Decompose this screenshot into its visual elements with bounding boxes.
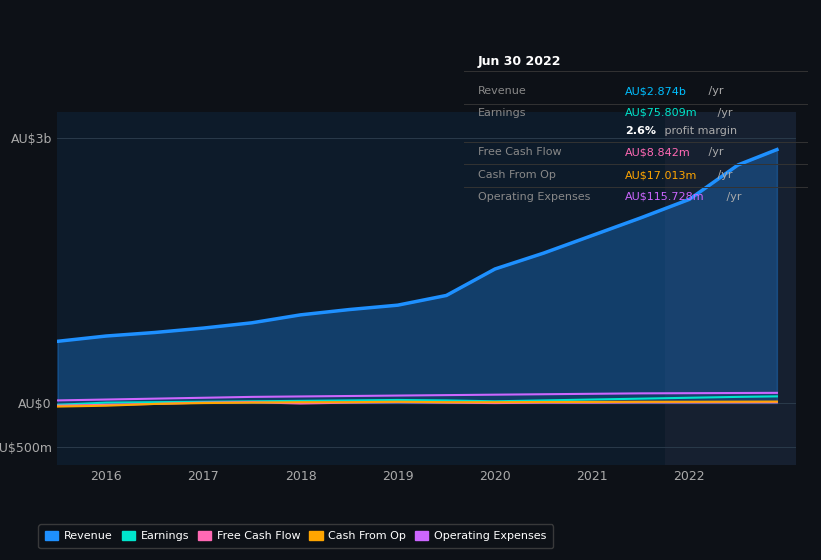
Text: AU$2.874b: AU$2.874b (625, 86, 687, 96)
Text: Cash From Op: Cash From Op (478, 170, 556, 180)
Text: AU$17.013m: AU$17.013m (625, 170, 698, 180)
Text: AU$115.728m: AU$115.728m (625, 192, 704, 202)
Bar (665, 112, 796, 465)
Text: profit margin: profit margin (661, 125, 737, 136)
Legend: Revenue, Earnings, Free Cash Flow, Cash From Op, Operating Expenses: Revenue, Earnings, Free Cash Flow, Cash … (39, 524, 553, 548)
Text: Free Cash Flow: Free Cash Flow (478, 147, 562, 157)
Text: Revenue: Revenue (478, 86, 526, 96)
Text: Operating Expenses: Operating Expenses (478, 192, 590, 202)
Text: AU$75.809m: AU$75.809m (625, 108, 698, 118)
Text: Earnings: Earnings (478, 108, 526, 118)
Text: /yr: /yr (714, 108, 733, 118)
Text: /yr: /yr (705, 86, 724, 96)
Text: AU$8.842m: AU$8.842m (625, 147, 691, 157)
Text: /yr: /yr (723, 192, 742, 202)
Text: Jun 30 2022: Jun 30 2022 (478, 55, 561, 68)
Text: /yr: /yr (705, 147, 724, 157)
Text: 2.6%: 2.6% (625, 125, 656, 136)
Text: /yr: /yr (714, 170, 733, 180)
